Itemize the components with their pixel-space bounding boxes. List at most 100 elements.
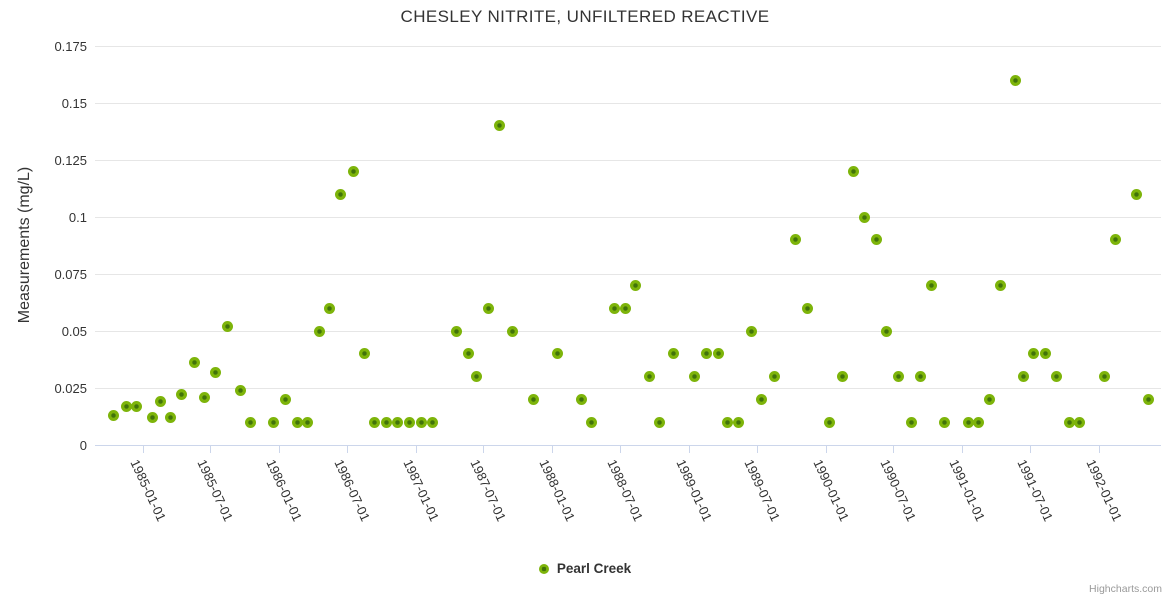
highcharts-credits-link[interactable]: Highcharts.com [1089,583,1162,595]
chart-title: CHESLEY NITRITE, UNFILTERED REACTIVE [400,7,770,26]
data-point[interactable] [209,366,221,378]
data-point[interactable] [245,416,257,428]
data-point[interactable] [653,416,665,428]
data-point[interactable] [1040,348,1052,360]
data-point[interactable] [324,302,336,314]
data-point[interactable] [1099,371,1111,383]
data-point[interactable] [528,393,540,405]
data-point[interactable] [301,416,313,428]
data-point[interactable] [881,325,893,337]
data-point[interactable] [131,400,143,412]
x-axis-tick [893,446,895,453]
x-axis-label: 1991-07-01 [1014,457,1056,524]
data-point[interactable] [450,325,462,337]
data-point[interactable] [506,325,518,337]
data-point[interactable] [165,412,177,424]
data-point[interactable] [404,416,416,428]
data-point[interactable] [313,325,325,337]
data-point[interactable] [893,371,905,383]
data-point[interactable] [630,279,642,291]
x-axis-tick [210,446,212,453]
data-point[interactable] [1109,234,1121,246]
x-axis-tick [346,446,348,453]
data-point[interactable] [802,302,814,314]
data-point[interactable] [962,416,974,428]
data-point[interactable] [746,325,757,337]
data-point[interactable] [120,400,132,412]
data-point[interactable] [721,416,733,428]
data-point[interactable] [823,416,835,428]
data-point[interactable] [769,371,781,383]
data-point[interactable] [463,348,475,360]
data-point[interactable] [380,416,392,428]
data-point[interactable] [609,302,621,314]
data-point[interactable] [1142,393,1154,405]
data-point[interactable] [551,348,563,360]
x-axis-label: 1990-01-01 [809,457,852,524]
data-point[interactable] [199,391,211,403]
data-point[interactable] [108,409,120,421]
data-point[interactable] [391,416,403,428]
data-point[interactable] [870,234,882,246]
data-point[interactable] [643,371,655,383]
x-axis-label: 1987-01-01 [399,457,442,524]
data-point[interactable] [155,396,167,408]
data-point[interactable] [1051,371,1063,383]
data-point[interactable] [575,393,587,405]
x-axis-label: 1989-07-01 [741,457,783,524]
data-point[interactable] [836,371,848,383]
data-point[interactable] [189,357,201,369]
data-point[interactable] [415,416,427,428]
x-axis-label: 1987-07-01 [467,457,510,524]
data-point[interactable] [494,120,506,132]
data-point[interactable] [701,348,713,360]
data-point[interactable] [1028,348,1040,360]
x-axis-label: 1985-07-01 [194,457,237,524]
data-point[interactable] [235,384,247,396]
data-point[interactable] [334,188,346,200]
data-point[interactable] [1009,74,1021,86]
data-point[interactable] [358,348,370,360]
data-point[interactable] [858,211,870,223]
data-point[interactable] [368,416,380,428]
legend-item-pearl-creek[interactable]: Pearl Creek [0,561,1170,576]
data-point[interactable] [175,389,187,401]
data-point[interactable] [1017,371,1029,383]
data-point[interactable] [291,416,303,428]
data-point[interactable] [147,412,159,424]
data-point[interactable] [756,393,768,405]
data-point[interactable] [712,348,724,360]
data-point[interactable] [222,320,234,332]
data-point[interactable] [483,302,495,314]
data-point[interactable] [847,165,859,177]
data-point[interactable] [995,279,1007,291]
x-axis-tick [483,446,485,453]
data-point[interactable] [471,371,483,383]
data-point[interactable] [426,416,438,428]
y-axis-label: 0.075 [54,267,87,282]
data-point[interactable] [619,302,631,314]
data-point[interactable] [347,165,359,177]
data-point[interactable] [688,371,700,383]
x-axis-tick [1098,446,1100,453]
data-point[interactable] [1074,416,1086,428]
data-point[interactable] [790,234,802,246]
data-point[interactable] [905,416,917,428]
data-point[interactable] [1130,188,1142,200]
data-point[interactable] [925,279,937,291]
data-point[interactable] [279,393,291,405]
data-point[interactable] [585,416,597,428]
data-point[interactable] [983,393,995,405]
data-point[interactable] [973,416,985,428]
legend-label: Pearl Creek [556,561,632,576]
data-point[interactable] [1063,416,1075,428]
x-axis-tick [620,446,622,453]
data-point[interactable] [268,416,280,428]
y-axis-label: 0.05 [61,324,87,339]
data-point[interactable] [667,348,679,360]
data-point[interactable] [939,416,951,428]
data-point[interactable] [732,416,744,428]
x-axis-tick [415,446,417,453]
data-point[interactable] [915,371,927,383]
